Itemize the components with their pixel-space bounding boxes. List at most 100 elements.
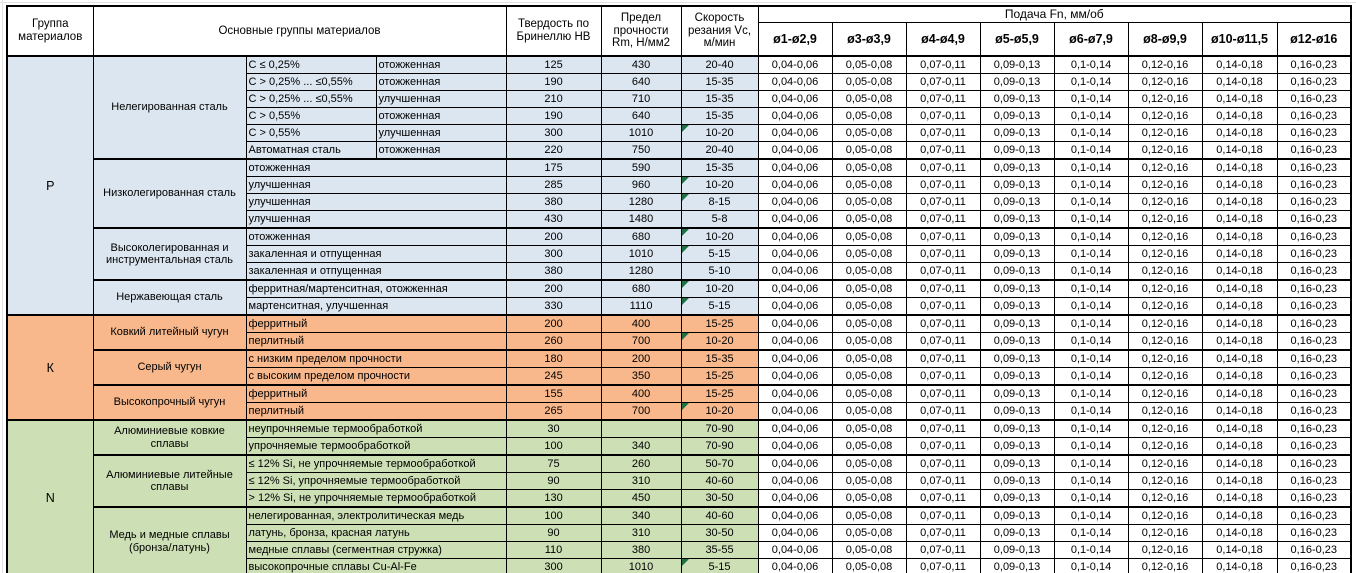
- subgroup-name[interactable]: Высоколегированная и инструментальная ст…: [92, 227, 247, 281]
- feed-value[interactable]: 0,09-0,13: [979, 73, 1055, 91]
- feed-value[interactable]: 0,04-0,06: [757, 314, 833, 333]
- feed-value[interactable]: 0,16-0,23: [1276, 245, 1352, 263]
- strength-rm-value[interactable]: 340: [600, 437, 682, 456]
- feed-value[interactable]: 0,14-0,18: [1201, 141, 1278, 160]
- feed-value[interactable]: 0,12-0,16: [1127, 349, 1203, 368]
- hardness-hb-value[interactable]: 200: [505, 227, 602, 246]
- feed-value[interactable]: 0,05-0,08: [831, 506, 907, 525]
- feed-value[interactable]: 0,16-0,23: [1276, 210, 1352, 229]
- cutting-speed-value[interactable]: 30-50: [680, 524, 759, 542]
- cutting-speed-value[interactable]: 10-20: [680, 124, 759, 142]
- feed-value[interactable]: 0,1-0,14: [1053, 349, 1129, 368]
- feed-value[interactable]: 0,04-0,06: [757, 541, 833, 559]
- cutting-speed-value[interactable]: 40-60: [680, 506, 759, 525]
- feed-value[interactable]: 0,09-0,13: [979, 297, 1055, 316]
- strength-rm-value[interactable]: 400: [600, 384, 682, 403]
- strength-rm-value[interactable]: 430: [600, 55, 682, 74]
- feed-value[interactable]: 0,07-0,11: [905, 472, 981, 490]
- hardness-hb-value[interactable]: 300: [505, 124, 602, 142]
- feed-value[interactable]: 0,1-0,14: [1053, 73, 1129, 91]
- material-condition[interactable]: C > 0,55%: [245, 107, 377, 125]
- feed-value[interactable]: 0,05-0,08: [831, 176, 907, 194]
- feed-value[interactable]: 0,07-0,11: [905, 419, 981, 438]
- hardness-hb-value[interactable]: 200: [505, 279, 602, 298]
- material-state[interactable]: улучшенная: [375, 124, 507, 142]
- feed-value[interactable]: 0,09-0,13: [979, 141, 1055, 160]
- feed-value[interactable]: 0,05-0,08: [831, 55, 907, 74]
- feed-value[interactable]: 0,1-0,14: [1053, 314, 1129, 333]
- feed-value[interactable]: 0,16-0,23: [1276, 489, 1352, 508]
- feed-value[interactable]: 0,1-0,14: [1053, 176, 1129, 194]
- strength-rm-value[interactable]: 350: [600, 367, 682, 386]
- feed-value[interactable]: 0,14-0,18: [1201, 524, 1278, 542]
- feed-value[interactable]: 0,1-0,14: [1053, 558, 1129, 573]
- feed-value[interactable]: 0,14-0,18: [1201, 55, 1278, 74]
- feed-value[interactable]: 0,1-0,14: [1053, 90, 1129, 108]
- feed-value[interactable]: 0,16-0,23: [1276, 454, 1352, 473]
- hardness-hb-value[interactable]: 180: [505, 349, 602, 368]
- hardness-hb-value[interactable]: 380: [505, 193, 602, 211]
- feed-value[interactable]: 0,16-0,23: [1276, 332, 1352, 351]
- feed-value[interactable]: 0,05-0,08: [831, 524, 907, 542]
- feed-value[interactable]: 0,04-0,06: [757, 124, 833, 142]
- feed-value[interactable]: 0,1-0,14: [1053, 402, 1129, 421]
- material-description[interactable]: перлитный: [245, 332, 507, 351]
- feed-value[interactable]: 0,12-0,16: [1127, 419, 1203, 438]
- feed-value[interactable]: 0,1-0,14: [1053, 384, 1129, 403]
- cutting-speed-value[interactable]: 50-70: [680, 454, 759, 473]
- feed-value[interactable]: 0,09-0,13: [979, 245, 1055, 263]
- material-description[interactable]: улучшенная: [245, 176, 507, 194]
- feed-value[interactable]: 0,05-0,08: [831, 90, 907, 108]
- feed-value[interactable]: 0,1-0,14: [1053, 227, 1129, 246]
- hardness-hb-value[interactable]: 155: [505, 384, 602, 403]
- feed-value[interactable]: 0,16-0,23: [1276, 73, 1352, 91]
- feed-value[interactable]: 0,12-0,16: [1127, 454, 1203, 473]
- feed-value[interactable]: 0,14-0,18: [1201, 73, 1278, 91]
- feed-value[interactable]: 0,14-0,18: [1201, 332, 1278, 351]
- feed-value[interactable]: 0,14-0,18: [1201, 176, 1278, 194]
- feed-value[interactable]: 0,1-0,14: [1053, 506, 1129, 525]
- hardness-hb-value[interactable]: 245: [505, 367, 602, 386]
- feed-value[interactable]: 0,12-0,16: [1127, 384, 1203, 403]
- hardness-hb-value[interactable]: 430: [505, 210, 602, 229]
- feed-value[interactable]: 0,05-0,08: [831, 158, 907, 177]
- strength-rm-value[interactable]: 1010: [600, 124, 682, 142]
- cutting-speed-value[interactable]: 5-10: [680, 262, 759, 281]
- hardness-hb-value[interactable]: 90: [505, 524, 602, 542]
- feed-value[interactable]: 0,12-0,16: [1127, 402, 1203, 421]
- feed-value[interactable]: 0,16-0,23: [1276, 176, 1352, 194]
- strength-rm-value[interactable]: 1010: [600, 558, 682, 573]
- feed-value[interactable]: 0,09-0,13: [979, 419, 1055, 438]
- cutting-speed-value[interactable]: 10-20: [680, 176, 759, 194]
- strength-rm-value[interactable]: 1480: [600, 210, 682, 229]
- hardness-hb-value[interactable]: 300: [505, 245, 602, 263]
- material-state[interactable]: улучшенная: [375, 90, 507, 108]
- group-code[interactable]: P: [6, 55, 94, 316]
- material-description[interactable]: мартенситная, улучшенная: [245, 297, 507, 316]
- feed-value[interactable]: 0,09-0,13: [979, 454, 1055, 473]
- feed-value[interactable]: 0,16-0,23: [1276, 541, 1352, 559]
- material-description[interactable]: ≤ 12% Si, не упрочняемые термообработкой: [245, 454, 507, 473]
- feed-value[interactable]: 0,04-0,06: [757, 558, 833, 573]
- header-material-group[interactable]: Группа материалов: [6, 5, 94, 57]
- feed-value[interactable]: 0,14-0,18: [1201, 489, 1278, 508]
- feed-value[interactable]: 0,16-0,23: [1276, 227, 1352, 246]
- strength-rm-value[interactable]: 1280: [600, 193, 682, 211]
- subgroup-name[interactable]: Ковкий литейный чугун: [92, 314, 247, 351]
- feed-value[interactable]: 0,07-0,11: [905, 73, 981, 91]
- feed-value[interactable]: 0,04-0,06: [757, 524, 833, 542]
- strength-rm-value[interactable]: 1110: [600, 297, 682, 316]
- material-description[interactable]: высокопрочные сплавы Cu-Al-Fe: [245, 558, 507, 573]
- feed-value[interactable]: 0,16-0,23: [1276, 279, 1352, 298]
- hardness-hb-value[interactable]: 175: [505, 158, 602, 177]
- feed-value[interactable]: 0,09-0,13: [979, 524, 1055, 542]
- feed-value[interactable]: 0,09-0,13: [979, 402, 1055, 421]
- feed-value[interactable]: 0,12-0,16: [1127, 193, 1203, 211]
- feed-value[interactable]: 0,16-0,23: [1276, 314, 1352, 333]
- feed-value[interactable]: 0,05-0,08: [831, 124, 907, 142]
- cutting-speed-value[interactable]: 15-35: [680, 107, 759, 125]
- header-strength-rm[interactable]: Предел прочности Rm, Н/мм2: [600, 5, 682, 57]
- material-description[interactable]: отожженная: [245, 227, 507, 246]
- feed-value[interactable]: 0,09-0,13: [979, 332, 1055, 351]
- feed-value[interactable]: 0,1-0,14: [1053, 55, 1129, 74]
